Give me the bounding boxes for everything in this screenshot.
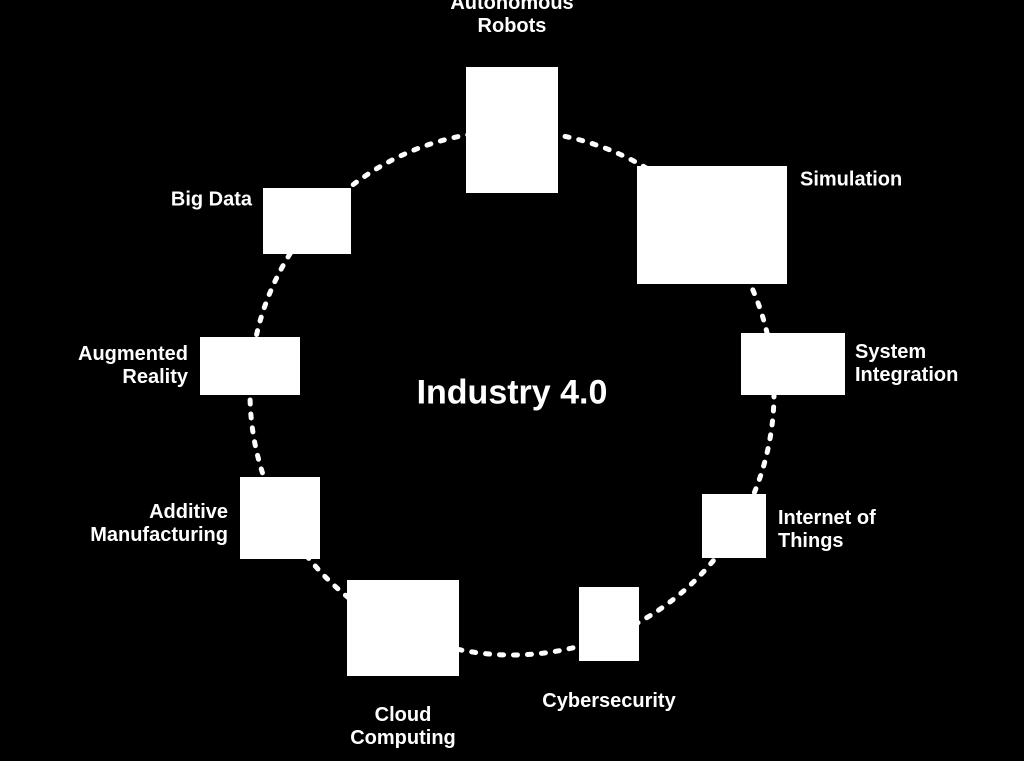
node-box-cloud-computing xyxy=(347,580,459,676)
node-box-big-data xyxy=(263,188,351,254)
node-label-autonomous-robots: Autonomous Robots xyxy=(450,0,573,38)
node-box-autonomous-robots xyxy=(466,67,558,193)
node-label-system-integration: System Integration xyxy=(855,341,958,387)
node-box-augmented-reality xyxy=(200,337,300,395)
node-label-internet-of-things: Internet of Things xyxy=(778,507,876,553)
node-label-additive-manufacturing: Additive Manufacturing xyxy=(90,501,228,547)
node-box-internet-of-things xyxy=(702,494,766,558)
node-box-additive-manufacturing xyxy=(240,477,320,559)
node-label-simulation: Simulation xyxy=(800,169,902,192)
node-label-augmented-reality: Augmented Reality xyxy=(78,343,188,389)
center-title: Industry 4.0 xyxy=(417,374,608,413)
node-box-system-integration xyxy=(741,333,845,395)
node-label-cloud-computing: Cloud Computing xyxy=(350,704,456,750)
diagram-stage: Industry 4.0 Autonomous Robots Simulation S… xyxy=(0,0,1024,761)
node-label-cybersecurity: Cybersecurity xyxy=(542,690,675,713)
node-box-simulation xyxy=(637,166,787,284)
node-box-cybersecurity xyxy=(579,587,639,661)
node-label-big-data: Big Data xyxy=(171,189,252,212)
